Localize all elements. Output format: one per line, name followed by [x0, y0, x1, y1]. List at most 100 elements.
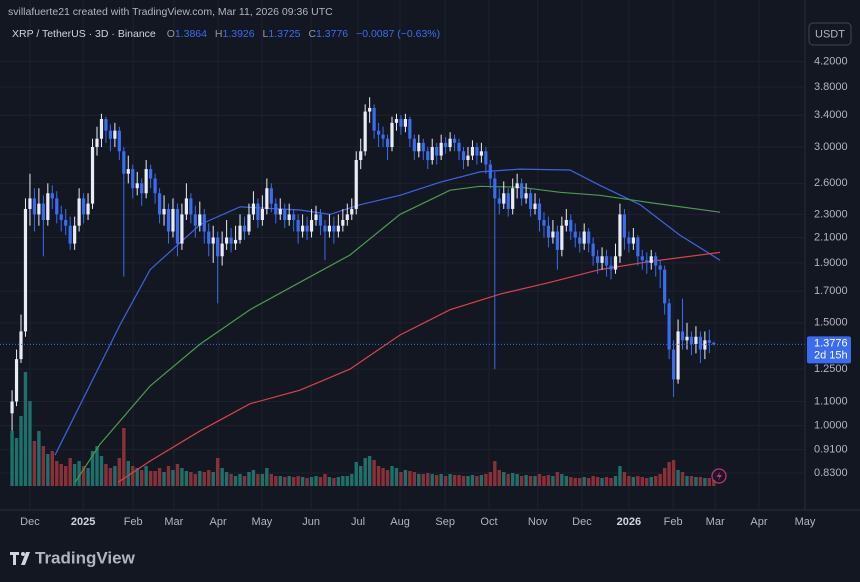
candle-body [10, 401, 14, 414]
candle-body [318, 214, 323, 226]
volume-bar [278, 476, 282, 486]
volume-bar [631, 477, 636, 486]
volume-bar [23, 372, 28, 486]
x-tick-label: Dec [572, 516, 592, 528]
volume-bar [662, 468, 667, 486]
candle-body [341, 219, 345, 226]
volume-bar [417, 474, 421, 486]
x-tick-label: Apr [750, 516, 767, 528]
candle-body [327, 225, 332, 232]
candle-body [99, 119, 104, 139]
candle-body [654, 256, 658, 266]
volume-bar [81, 466, 86, 486]
volume-bar [502, 472, 506, 486]
x-tick-label: Feb [664, 516, 683, 528]
volume-bar [300, 477, 305, 486]
moving-average [54, 168, 721, 456]
y-tick-label: 1.7000 [814, 285, 848, 297]
volume-bar [41, 446, 46, 486]
y-tick-label: 0.8300 [814, 467, 848, 479]
volume-bar [296, 476, 300, 486]
ohlc-open: 1.3864 [175, 28, 207, 40]
candle-body [676, 331, 680, 380]
candle-body [582, 231, 586, 244]
candle-body [37, 203, 41, 215]
volume-bar [260, 474, 265, 486]
y-tick-label: 1.9000 [814, 257, 848, 269]
ohlc-letter: C [308, 28, 316, 40]
volume-bar [104, 464, 108, 486]
candle-body [390, 122, 394, 148]
candle-body [193, 214, 197, 226]
volume-bar [609, 478, 613, 486]
volume-bar [591, 476, 595, 486]
event-bolt[interactable] [716, 471, 723, 481]
candle-body [117, 130, 121, 152]
candle-body [198, 214, 202, 226]
candle-body [542, 219, 546, 226]
volume-bar [336, 477, 341, 486]
candle-body [573, 231, 577, 238]
volume-bar [46, 454, 50, 486]
candle-body [256, 203, 260, 220]
volume-bar [443, 476, 448, 486]
volume-bar [157, 468, 162, 486]
volume-bar [72, 464, 77, 486]
countdown-label: 2d 15h [814, 349, 848, 361]
candle-body [671, 349, 676, 380]
candle-body [229, 237, 233, 244]
volume-bar [493, 461, 497, 486]
volume-bar [430, 474, 434, 486]
volume-bar [667, 462, 671, 486]
volume-bar [622, 472, 627, 486]
volume-bar [484, 474, 488, 486]
candle-body [64, 219, 68, 226]
candle-body [225, 237, 229, 244]
event-circle[interactable] [711, 468, 727, 484]
candle-body [283, 208, 287, 220]
volume-bar [318, 477, 323, 486]
ohlc-low: 1.3725 [268, 28, 300, 40]
currency-button[interactable] [808, 22, 852, 46]
x-tick-label: Apr [210, 516, 227, 528]
volume-bar [175, 464, 180, 486]
event-icon[interactable] [711, 468, 727, 484]
y-tick-label: 3.0000 [814, 141, 848, 153]
candle-body [296, 219, 300, 232]
volume-bar [627, 476, 631, 486]
logo-text: TradingView [35, 548, 136, 567]
last-price-box [807, 336, 851, 364]
candle-body [359, 151, 363, 161]
volume-bar [148, 471, 153, 486]
volume-bar [586, 478, 591, 486]
volume-bar [314, 476, 318, 486]
candle-body [301, 225, 305, 232]
volume-bar [28, 401, 32, 486]
candle-body [59, 214, 63, 220]
candle-body [220, 243, 224, 257]
currency-label[interactable]: USDT [815, 28, 845, 40]
volume-bar [457, 475, 461, 486]
candle-body [265, 188, 269, 209]
candle-body [372, 107, 376, 131]
candle-body [385, 138, 390, 148]
volume-bar [229, 474, 233, 486]
candle-body [475, 147, 479, 156]
candle-body [28, 198, 32, 209]
candle-body [381, 134, 385, 139]
candle-body [122, 151, 126, 174]
candle-body [596, 256, 600, 263]
volume-bar [390, 466, 394, 486]
volume-bar [412, 472, 417, 486]
candle-body [663, 269, 667, 304]
volume-bar [327, 477, 332, 486]
candle-body [376, 130, 381, 135]
x-tick-label: Dec [20, 516, 40, 528]
candle-body [135, 183, 139, 189]
volume-bar [640, 477, 645, 486]
y-tick-label: 0.9100 [814, 444, 848, 456]
candle-body [609, 265, 613, 270]
y-tick-label: 1.1000 [814, 395, 848, 407]
candle-body [211, 237, 215, 244]
